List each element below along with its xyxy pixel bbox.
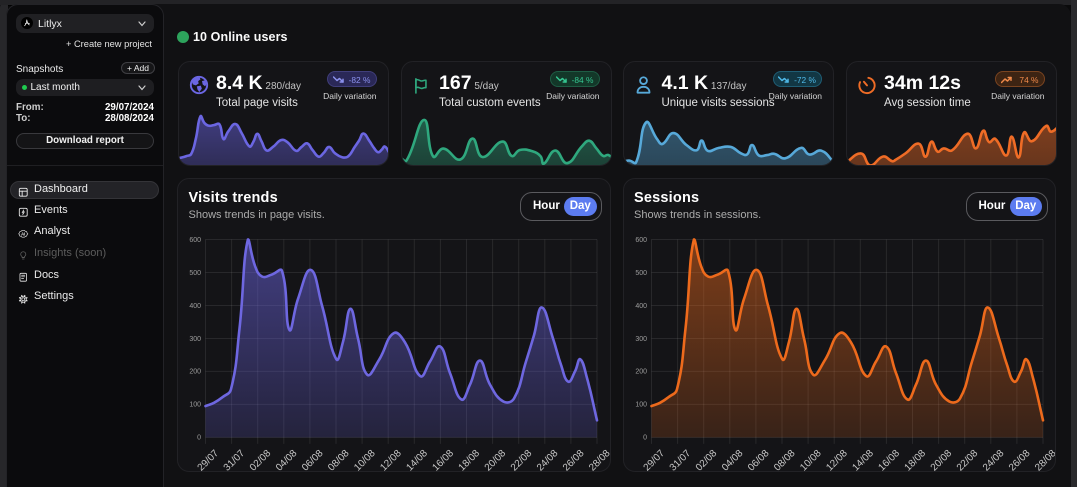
svg-text:02/08: 02/08 — [693, 448, 719, 471]
svg-text:200: 200 — [189, 369, 201, 376]
svg-text:29/07: 29/07 — [641, 448, 667, 471]
svg-text:18/08: 18/08 — [902, 448, 928, 471]
svg-text:200: 200 — [635, 369, 647, 376]
svg-text:500: 500 — [635, 270, 647, 277]
svg-text:08/08: 08/08 — [772, 448, 798, 471]
svg-text:31/07: 31/07 — [667, 448, 693, 471]
svg-text:0: 0 — [197, 435, 201, 442]
svg-text:06/08: 06/08 — [300, 448, 326, 471]
svg-text:26/08: 26/08 — [1007, 448, 1033, 471]
svg-text:16/08: 16/08 — [431, 448, 457, 471]
svg-text:24/08: 24/08 — [980, 448, 1006, 471]
svg-text:100: 100 — [189, 402, 201, 409]
svg-text:31/07: 31/07 — [222, 448, 248, 471]
svg-text:12/08: 12/08 — [378, 448, 404, 471]
svg-text:22/08: 22/08 — [509, 448, 535, 471]
svg-text:29/07: 29/07 — [196, 448, 222, 471]
svg-text:16/08: 16/08 — [876, 448, 902, 471]
svg-text:AI: AI — [21, 231, 25, 236]
svg-text:20/08: 20/08 — [928, 448, 954, 471]
svg-text:12/08: 12/08 — [824, 448, 850, 471]
svg-text:600: 600 — [189, 237, 201, 244]
svg-text:10/08: 10/08 — [798, 448, 824, 471]
svg-text:500: 500 — [189, 270, 201, 277]
svg-text:300: 300 — [189, 336, 201, 343]
svg-text:20/08: 20/08 — [483, 448, 509, 471]
svg-text:06/08: 06/08 — [746, 448, 772, 471]
svg-text:24/08: 24/08 — [535, 448, 561, 471]
svg-text:04/08: 04/08 — [719, 448, 745, 471]
svg-text:04/08: 04/08 — [274, 448, 300, 471]
svg-text:300: 300 — [635, 336, 647, 343]
svg-text:400: 400 — [635, 303, 647, 310]
svg-text:400: 400 — [189, 303, 201, 310]
svg-text:100: 100 — [635, 402, 647, 409]
svg-text:0: 0 — [643, 435, 647, 442]
svg-text:14/08: 14/08 — [404, 448, 430, 471]
svg-text:02/08: 02/08 — [248, 448, 274, 471]
svg-text:28/08: 28/08 — [1033, 448, 1056, 471]
svg-text:08/08: 08/08 — [326, 448, 352, 471]
svg-text:14/08: 14/08 — [850, 448, 876, 471]
svg-text:600: 600 — [635, 237, 647, 244]
svg-text:10/08: 10/08 — [352, 448, 378, 471]
svg-text:18/08: 18/08 — [457, 448, 483, 471]
svg-text:28/08: 28/08 — [587, 448, 610, 471]
svg-text:26/08: 26/08 — [561, 448, 587, 471]
svg-text:22/08: 22/08 — [954, 448, 980, 471]
